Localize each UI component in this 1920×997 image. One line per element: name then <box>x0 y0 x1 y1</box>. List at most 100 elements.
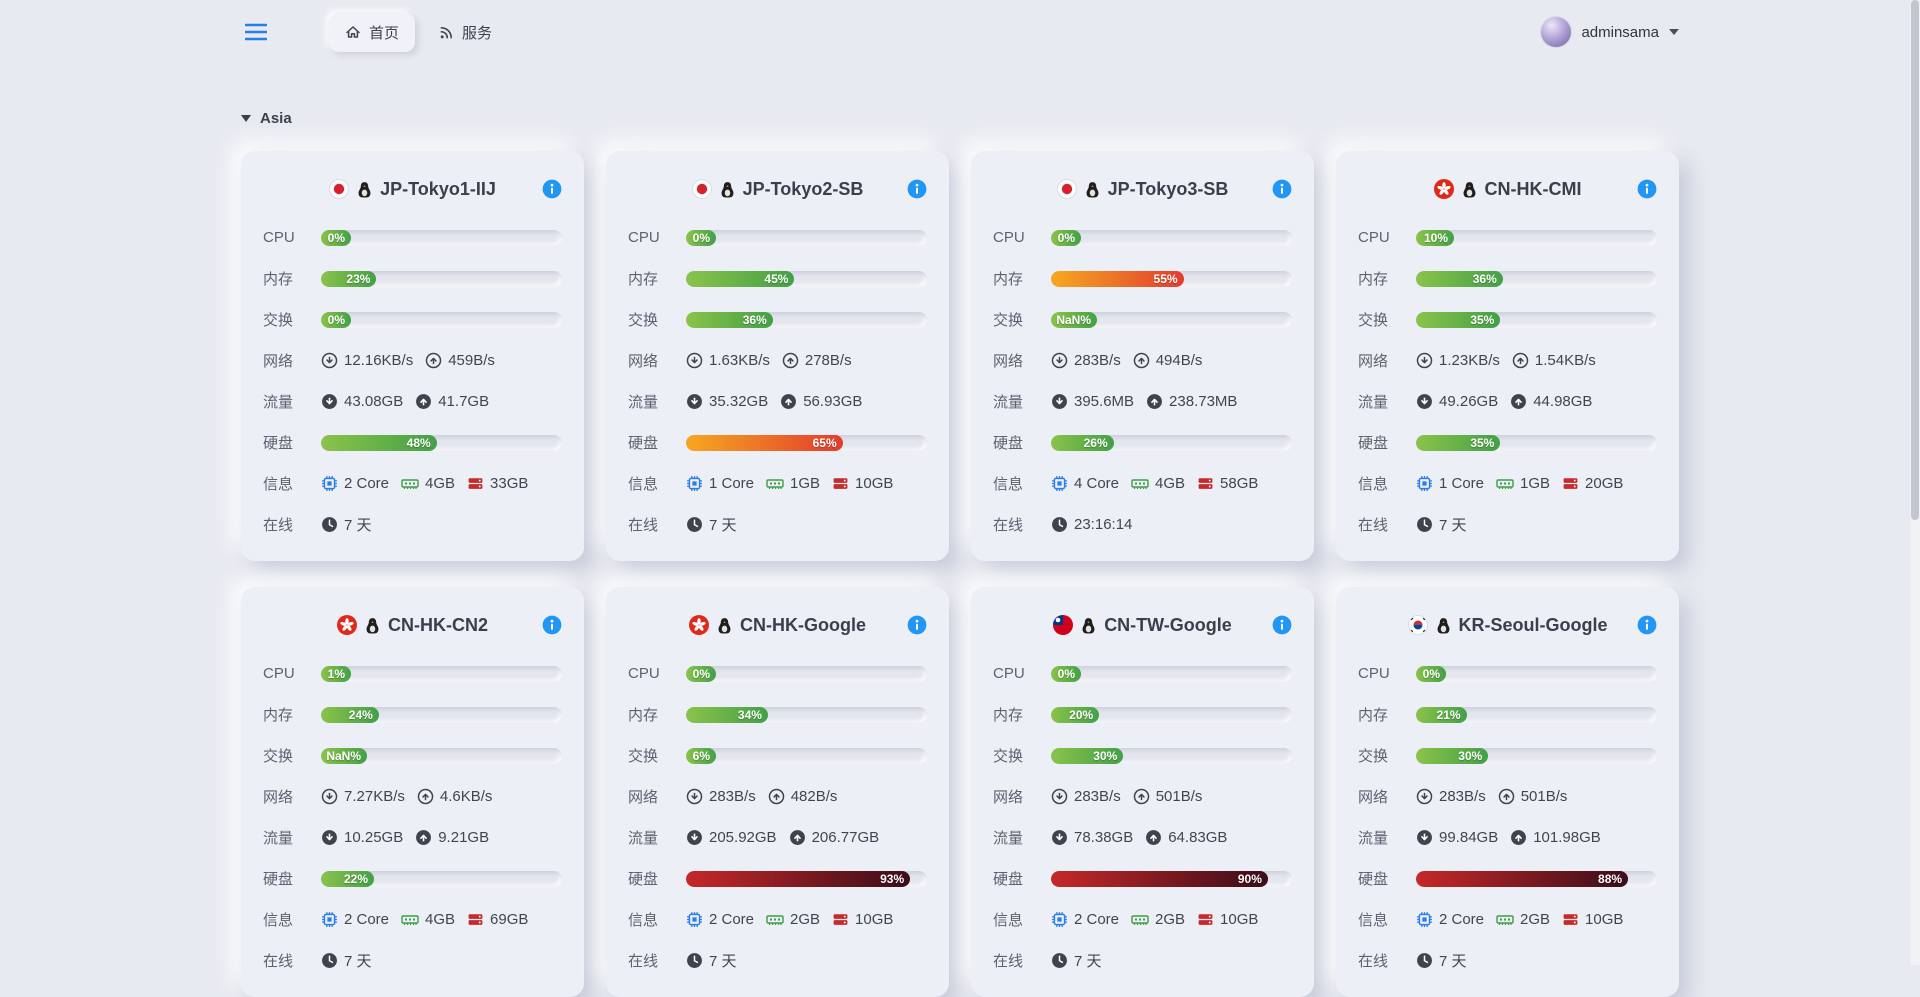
network-row: 网络 12.16KB/s 459B/s <box>263 340 562 381</box>
row-label: 在线 <box>263 953 294 970</box>
online-row: 在线 7 天 <box>263 940 562 981</box>
user-menu[interactable]: adminsama <box>1541 17 1679 47</box>
traffic-upload-icon <box>1510 393 1527 410</box>
disk-row: 硬盘 65% <box>628 422 927 463</box>
cpu-progressbar: 0% <box>1416 665 1657 682</box>
traffic-up-value: 238.73MB <box>1169 393 1238 410</box>
clock-icon <box>686 516 703 533</box>
bar-label: 35% <box>1470 435 1495 450</box>
swap-row: 交换 NaN% <box>993 299 1292 340</box>
info-icon[interactable] <box>907 179 927 199</box>
cores-value: 2 Core <box>709 911 755 928</box>
info-icon[interactable] <box>1272 615 1292 635</box>
memory-progressbar: 24% <box>321 706 562 723</box>
disk-icon <box>1562 911 1579 928</box>
network-row: 网络 283B/s 501B/s <box>1358 776 1657 817</box>
download-icon <box>686 788 703 805</box>
traffic-up-value: 41.7GB <box>438 393 490 410</box>
info-row: 信息 2 Core 2GB 10GB <box>993 899 1292 940</box>
disk-progressbar: 93% <box>686 870 927 887</box>
row-label: 内存 <box>993 707 1024 724</box>
uptime-value: 7 天 <box>1074 953 1102 970</box>
bar-fill: 88% <box>1416 870 1629 887</box>
cpu-chip-icon <box>1051 475 1068 492</box>
memory-row: 内存 55% <box>993 258 1292 299</box>
bar-fill: 0% <box>1416 665 1446 682</box>
bar-label: 10% <box>1423 230 1448 245</box>
traffic-upload-icon <box>1146 393 1163 410</box>
menu-button[interactable] <box>241 17 271 47</box>
storage-value: 58GB <box>1220 475 1259 492</box>
row-label: 内存 <box>1358 707 1389 724</box>
row-label: 硬盘 <box>1358 435 1389 452</box>
swap-row: 交换 30% <box>993 735 1292 776</box>
uptime-value: 7 天 <box>709 953 737 970</box>
server-card: CN-HK-Google CPU 0% 内存 34% 交换 6% 网络 <box>606 587 949 997</box>
bar-fill: 23% <box>321 270 377 287</box>
disk-row: 硬盘 88% <box>1358 858 1657 899</box>
traffic-down-value: 99.84GB <box>1439 829 1499 846</box>
net-down-value: 283B/s <box>709 788 756 805</box>
info-row: 信息 2 Core 4GB 33GB <box>263 463 562 504</box>
ram-value: 4GB <box>425 911 456 928</box>
download-icon <box>1416 788 1433 805</box>
info-row: 信息 4 Core 4GB 58GB <box>993 463 1292 504</box>
bar-fill: 30% <box>1416 747 1489 764</box>
info-icon[interactable] <box>1637 615 1657 635</box>
upload-icon <box>1498 788 1515 805</box>
info-icon[interactable] <box>1272 179 1292 199</box>
server-card: JP-Tokyo2-SB CPU 0% 内存 45% 交换 36% 网络 <box>606 151 949 561</box>
net-down-value: 283B/s <box>1074 352 1121 369</box>
tab-home[interactable]: 首页 <box>329 12 416 52</box>
row-label: 网络 <box>263 789 294 806</box>
online-row: 在线 7 天 <box>628 940 927 981</box>
memory-row: 内存 20% <box>993 694 1292 735</box>
scrollbar[interactable] <box>1910 0 1920 965</box>
section-header-asia[interactable]: Asia <box>241 110 1679 127</box>
info-row: 信息 1 Core 1GB 20GB <box>1358 463 1657 504</box>
info-icon[interactable] <box>542 615 562 635</box>
download-icon <box>321 788 338 805</box>
server-card: CN-HK-CN2 CPU 1% 内存 24% 交换 NaN% 网络 <box>241 587 584 997</box>
bar-label: NaN% <box>326 748 361 763</box>
row-label: 交换 <box>1358 312 1389 329</box>
traffic-down-value: 10.25GB <box>344 829 404 846</box>
bar-label: 22% <box>343 871 369 886</box>
tab-services[interactable]: 服务 <box>423 13 508 52</box>
row-label: CPU <box>1358 665 1390 682</box>
ram-value: 1GB <box>1520 475 1551 492</box>
traffic-download-icon <box>1416 393 1433 410</box>
bar-fill: NaN% <box>321 747 367 764</box>
net-down-value: 283B/s <box>1074 788 1121 805</box>
row-label: 硬盘 <box>628 871 659 888</box>
clock-icon <box>1051 952 1068 969</box>
cpu-progressbar: 0% <box>1051 229 1292 246</box>
info-icon[interactable] <box>1637 179 1657 199</box>
card-header: CN-TW-Google <box>993 607 1292 643</box>
upload-icon <box>1133 788 1150 805</box>
traffic-down-value: 205.92GB <box>709 829 777 846</box>
server-grid: JP-Tokyo1-IIJ CPU 0% 内存 23% 交换 0% 网络 <box>241 151 1679 997</box>
avatar <box>1541 17 1572 47</box>
server-card: JP-Tokyo1-IIJ CPU 0% 内存 23% 交换 0% 网络 <box>241 151 584 561</box>
os-icon <box>1462 181 1477 198</box>
info-icon[interactable] <box>542 179 562 199</box>
row-label: 交换 <box>993 748 1024 765</box>
navbar: 首页 服务 adminsama <box>0 0 1920 64</box>
cpu-chip-icon <box>321 475 338 492</box>
bar-fill: 36% <box>1416 270 1503 287</box>
online-row: 在线 7 天 <box>993 940 1292 981</box>
network-row: 网络 283B/s 482B/s <box>628 776 927 817</box>
server-name: KR-Seoul-Google <box>1458 614 1608 635</box>
row-label: CPU <box>628 229 660 246</box>
flag-icon <box>337 615 357 635</box>
scrollbar-thumb[interactable] <box>1911 0 1919 520</box>
info-icon[interactable] <box>907 615 927 635</box>
cores-value: 1 Core <box>1439 475 1485 492</box>
memory-row: 内存 36% <box>1358 258 1657 299</box>
ram-value: 4GB <box>1155 475 1186 492</box>
ram-value: 1GB <box>790 475 821 492</box>
net-up-value: 278B/s <box>804 352 852 369</box>
net-up-value: 494B/s <box>1155 352 1203 369</box>
bar-fill: 0% <box>321 229 351 246</box>
